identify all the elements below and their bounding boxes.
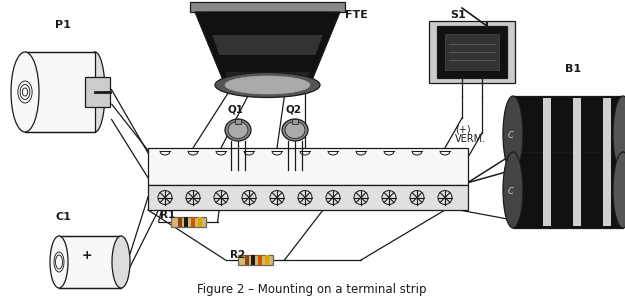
Text: (+): (+) (455, 124, 471, 134)
Ellipse shape (215, 72, 320, 98)
Polygon shape (226, 72, 309, 85)
Bar (191, 217, 195, 227)
Bar (245, 255, 249, 265)
Ellipse shape (503, 152, 523, 228)
Bar (513, 96, 623, 172)
Ellipse shape (112, 236, 130, 288)
Bar (148, 185, 468, 210)
Bar (573, 154, 581, 226)
Ellipse shape (613, 152, 625, 228)
Bar (265, 255, 269, 265)
Bar (85, 77, 110, 107)
Bar (603, 98, 611, 170)
Bar (429, 21, 515, 83)
Ellipse shape (613, 96, 625, 172)
Bar (258, 255, 262, 265)
Bar (171, 217, 206, 227)
Polygon shape (219, 55, 316, 72)
Text: C: C (508, 131, 514, 140)
Polygon shape (213, 35, 322, 55)
Ellipse shape (225, 76, 310, 94)
Bar (198, 217, 202, 227)
Ellipse shape (503, 96, 523, 172)
Text: C: C (508, 187, 514, 196)
Ellipse shape (285, 121, 305, 139)
Polygon shape (195, 12, 340, 85)
Text: P1: P1 (55, 20, 71, 30)
Bar (251, 255, 255, 265)
Text: B1: B1 (565, 64, 581, 74)
Ellipse shape (228, 121, 248, 139)
Bar (190, 2, 345, 12)
Ellipse shape (50, 236, 68, 288)
Bar (25, 52, 95, 132)
Bar (184, 217, 188, 227)
Text: R2: R2 (230, 250, 245, 260)
Bar (148, 148, 468, 185)
Bar (437, 26, 507, 78)
Text: FTE: FTE (345, 10, 368, 20)
Bar (513, 152, 623, 228)
Bar (543, 98, 551, 170)
Text: Q1: Q1 (228, 104, 244, 114)
Text: +: + (82, 249, 92, 262)
Text: R1: R1 (160, 210, 175, 220)
Polygon shape (204, 12, 331, 35)
Text: Figure 2 – Mounting on a terminal strip: Figure 2 – Mounting on a terminal strip (198, 283, 427, 296)
Bar (238, 255, 272, 265)
Bar (235, 119, 241, 124)
Text: S1: S1 (450, 10, 466, 20)
Bar (445, 34, 499, 70)
Text: Q2: Q2 (285, 104, 301, 114)
Bar (573, 98, 581, 170)
Bar (178, 217, 182, 227)
Bar (603, 154, 611, 226)
Ellipse shape (11, 52, 39, 132)
Text: VERM.: VERM. (455, 134, 486, 144)
Bar (59, 236, 121, 288)
Ellipse shape (282, 119, 308, 141)
Text: C1: C1 (55, 212, 71, 222)
Bar (292, 119, 298, 124)
Ellipse shape (225, 119, 251, 141)
Ellipse shape (85, 52, 105, 132)
Bar (543, 154, 551, 226)
